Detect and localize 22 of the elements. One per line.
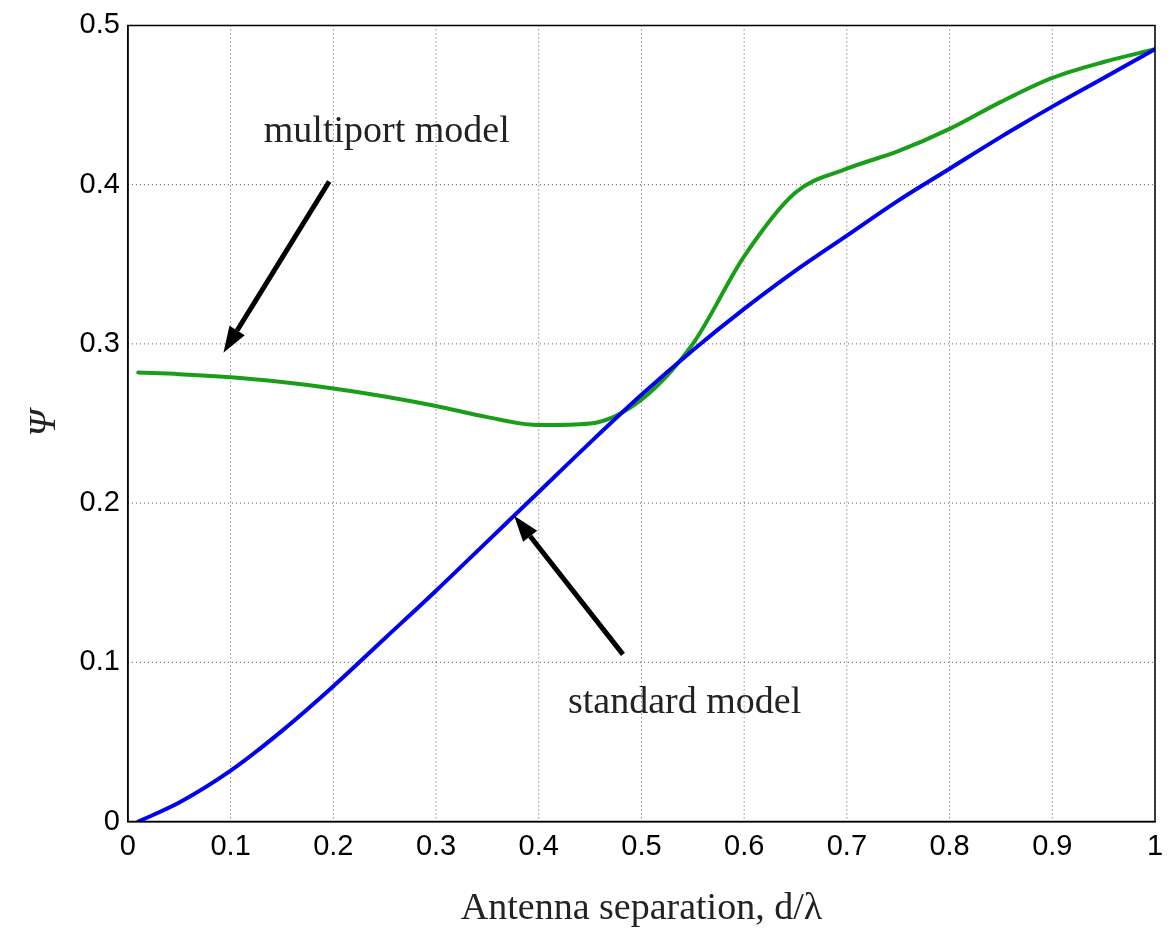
x-tick-label: 0.6 [724, 829, 765, 861]
x-tick-label: 0.3 [415, 829, 457, 861]
x-tick-label: 0.4 [518, 829, 559, 861]
x-tick-label: 0.7 [826, 829, 868, 861]
x-axis-title: Antenna separation, d/λ [460, 885, 823, 928]
y-tick-label: 0.3 [79, 325, 120, 358]
x-tick-label: 0.8 [929, 829, 970, 861]
y-axis-title: Ψ [20, 406, 63, 437]
x-tick-label: 0.2 [313, 829, 354, 861]
y-tick-label: 0.4 [79, 166, 120, 199]
line-series [136, 47, 1155, 428]
x-tick-label: 1 [1146, 829, 1164, 861]
x-tick-label: 0.5 [621, 829, 662, 861]
annotation: standard model [567, 678, 802, 721]
y-tick-label: 0 [103, 803, 120, 836]
x-tick-label: 0.9 [1032, 829, 1073, 861]
y-tick-label: 0.5 [79, 7, 120, 40]
y-tick-label: 0.2 [79, 485, 120, 518]
line-series [136, 47, 1155, 822]
x-tick-label: 0.1 [210, 829, 251, 861]
annotation: multiport model [263, 108, 510, 151]
y-tick-label: 0.1 [79, 644, 120, 677]
